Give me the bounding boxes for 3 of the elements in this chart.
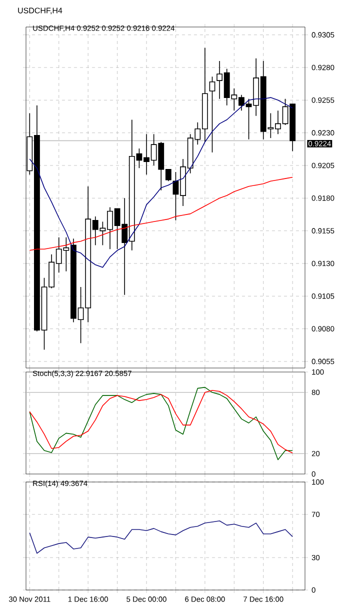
text: USDCHF,H4 [18, 8, 62, 14]
candlestick [209, 76, 216, 153]
line-series [29, 520, 293, 554]
